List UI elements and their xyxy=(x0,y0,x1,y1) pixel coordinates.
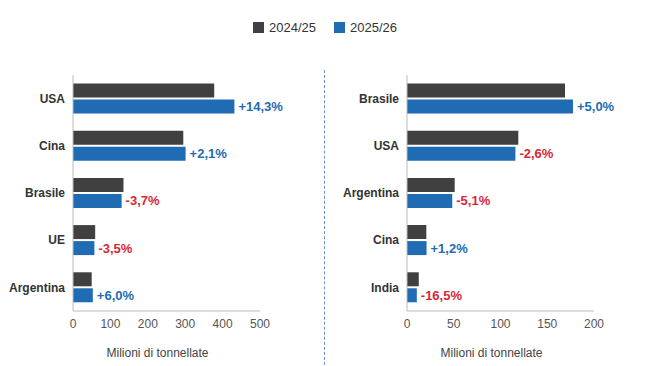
svg-text:100: 100 xyxy=(100,317,120,331)
svg-text:-5,1%: -5,1% xyxy=(456,193,490,208)
svg-text:+2,1%: +2,1% xyxy=(190,146,228,161)
svg-text:Cina: Cina xyxy=(39,139,65,153)
html-text:Milioni di tonnellate: Milioni di tonnellate xyxy=(440,346,543,360)
svg-text:+6,0%: +6,0% xyxy=(97,288,135,303)
svg-text:Argentina: Argentina xyxy=(9,281,65,295)
svg-text:400: 400 xyxy=(213,317,233,331)
svg-text:500: 500 xyxy=(250,317,270,331)
svg-text:India: India xyxy=(371,281,399,295)
html-text:Milioni di tonnellate: Milioni di tonnellate xyxy=(106,346,209,360)
svg-text:0: 0 xyxy=(404,317,411,331)
svg-text:200: 200 xyxy=(584,317,604,331)
svg-text:0: 0 xyxy=(70,317,77,331)
svg-text:+5,0%: +5,0% xyxy=(577,99,615,114)
svg-text:+1,2%: +1,2% xyxy=(431,241,469,256)
svg-text:USA: USA xyxy=(40,92,66,106)
svg-text:Cina: Cina xyxy=(373,233,399,247)
svg-text:100: 100 xyxy=(490,317,510,331)
svg-text:-16,5%: -16,5% xyxy=(421,288,463,303)
svg-text:300: 300 xyxy=(175,317,195,331)
html-text:2024/25: 2024/25 xyxy=(269,20,316,35)
svg-text:50: 50 xyxy=(447,317,461,331)
svg-text:200: 200 xyxy=(138,317,158,331)
svg-text:Argentina: Argentina xyxy=(343,186,399,200)
svg-text:USA: USA xyxy=(374,139,400,153)
svg-text:150: 150 xyxy=(537,317,557,331)
svg-text:+14,3%: +14,3% xyxy=(238,99,283,114)
svg-text:Brasile: Brasile xyxy=(25,186,65,200)
svg-text:-3,7%: -3,7% xyxy=(126,193,160,208)
html-text:2025/26: 2025/26 xyxy=(350,20,397,35)
svg-text:-3,5%: -3,5% xyxy=(98,241,132,256)
svg-text:-2,6%: -2,6% xyxy=(519,146,553,161)
svg-text:Brasile: Brasile xyxy=(359,92,399,106)
svg-text:UE: UE xyxy=(48,233,65,247)
